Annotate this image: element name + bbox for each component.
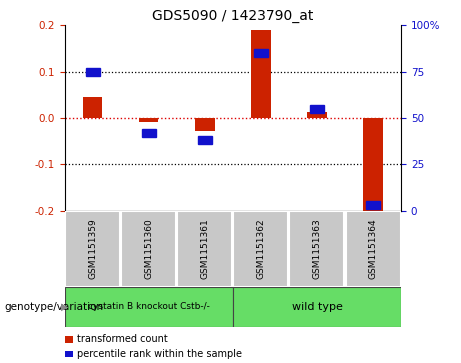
Bar	[121, 211, 176, 287]
Bar	[86, 68, 100, 76]
Bar	[366, 201, 380, 209]
Text: transformed count: transformed count	[77, 334, 168, 344]
Bar	[177, 211, 232, 287]
Bar	[233, 287, 401, 327]
Text: percentile rank within the sample: percentile rank within the sample	[77, 349, 242, 359]
Bar	[254, 49, 268, 57]
Bar	[195, 118, 214, 131]
Bar	[139, 118, 159, 122]
Bar	[198, 136, 212, 144]
Bar	[142, 129, 156, 137]
Text: cystatin B knockout Cstb-/-: cystatin B knockout Cstb-/-	[88, 302, 210, 311]
Text: genotype/variation: genotype/variation	[5, 302, 104, 312]
Bar	[65, 211, 120, 287]
Text: GSM1151361: GSM1151361	[200, 218, 209, 279]
Text: GSM1151363: GSM1151363	[313, 218, 321, 279]
Text: GSM1151360: GSM1151360	[144, 218, 153, 279]
Bar	[307, 113, 327, 118]
Bar	[346, 211, 401, 287]
Bar	[233, 211, 288, 287]
Bar	[83, 97, 102, 118]
Bar	[290, 211, 344, 287]
Text: ▶: ▶	[61, 302, 69, 312]
Text: GSM1151364: GSM1151364	[368, 218, 378, 279]
Text: GSM1151362: GSM1151362	[256, 218, 266, 279]
Bar	[65, 287, 233, 327]
Bar	[363, 118, 383, 213]
Text: GSM1151359: GSM1151359	[88, 218, 97, 279]
Text: wild type: wild type	[291, 302, 343, 312]
Title: GDS5090 / 1423790_at: GDS5090 / 1423790_at	[152, 9, 313, 23]
Bar	[310, 105, 324, 113]
Bar	[251, 30, 271, 118]
